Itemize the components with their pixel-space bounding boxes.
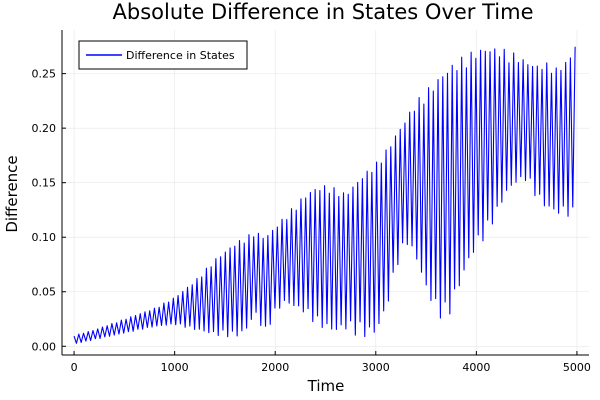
y-tick-label: 0.25	[32, 68, 57, 81]
y-tick-label: 0.20	[32, 122, 57, 135]
axes	[61, 30, 589, 356]
legend-label: Difference in States	[126, 49, 235, 62]
x-tick-label: 3000	[362, 361, 390, 374]
y-tick-label: 0.00	[32, 340, 57, 353]
grid	[62, 30, 589, 355]
y-tick-label: 0.10	[32, 231, 57, 244]
series-line-difference-in-states	[73, 46, 576, 344]
x-tick-label: 2000	[261, 361, 289, 374]
x-tick-label: 1000	[161, 361, 189, 374]
y-tick-label: 0.15	[32, 177, 57, 190]
series-layer	[73, 46, 576, 344]
y-tick-label: 0.05	[32, 286, 57, 299]
x-tick-label: 0	[71, 361, 78, 374]
x-axis-label: Time	[307, 377, 345, 395]
x-tick-label: 4000	[462, 361, 490, 374]
chart-title: Absolute Difference in States Over Time	[113, 0, 534, 24]
legend: Difference in States	[78, 40, 248, 70]
tick-labels: 0 1000 2000 3000 4000 5000 0.00 0.05 0.10 0.15 0.2…	[32, 68, 591, 374]
x-tick-label: 5000	[563, 361, 591, 374]
y-axis-label: Difference	[3, 155, 21, 232]
